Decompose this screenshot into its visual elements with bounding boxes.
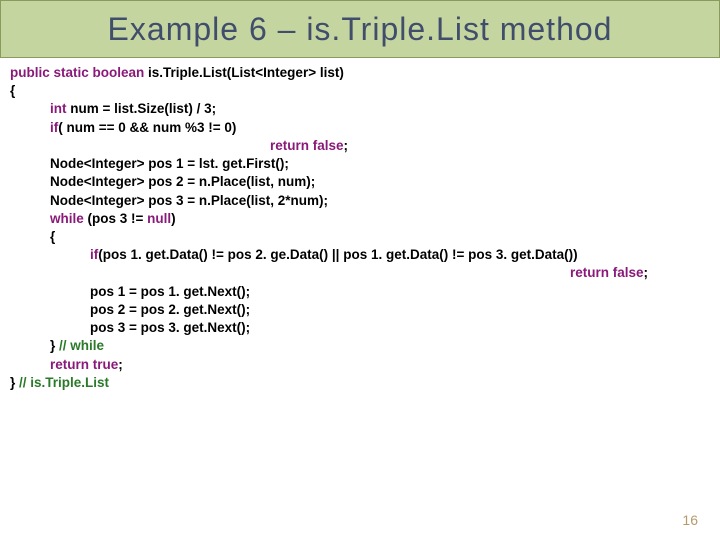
- code-line: pos 3 = pos 3. get.Next();: [90, 319, 710, 337]
- code-line: if(pos 1. get.Data() != pos 2. ge.Data()…: [90, 246, 710, 264]
- code-line: Node<Integer> pos 3 = n.Place(list, 2*nu…: [50, 192, 710, 210]
- code-text: (pos 3 !=: [84, 211, 147, 226]
- code-line: Node<Integer> pos 2 = n.Place(list, num)…: [50, 173, 710, 191]
- code-text: num = list.Size(list) / 3;: [67, 101, 217, 116]
- code-line: if( num == 0 && num %3 != 0): [50, 119, 710, 137]
- code-line: {: [10, 82, 710, 100]
- code-text: ;: [644, 265, 649, 280]
- code-line: public static boolean is.Triple.List(Lis…: [10, 64, 710, 82]
- code-text: }: [10, 375, 19, 390]
- code-line: } // while: [50, 337, 710, 355]
- keyword: while: [50, 211, 84, 226]
- code-text: ;: [344, 138, 349, 153]
- code-line: pos 1 = pos 1. get.Next();: [90, 283, 710, 301]
- keyword: if: [50, 120, 58, 135]
- code-block: public static boolean is.Triple.List(Lis…: [0, 58, 720, 392]
- code-line: return false;: [270, 137, 710, 155]
- slide-title: Example 6 – is.Triple.List method: [108, 11, 613, 48]
- code-text: ( num == 0 && num %3 != 0): [58, 120, 236, 135]
- title-bar: Example 6 – is.Triple.List method: [0, 0, 720, 58]
- code-text: (pos 1. get.Data() != pos 2. ge.Data() |…: [98, 247, 577, 262]
- keyword: if: [90, 247, 98, 262]
- keyword: return true: [50, 357, 118, 372]
- code-line: return true;: [50, 356, 710, 374]
- keyword: return false: [270, 138, 344, 153]
- keyword: int: [50, 101, 67, 116]
- keyword: return false: [570, 265, 644, 280]
- code-line: } // is.Triple.List: [10, 374, 710, 392]
- code-line: Node<Integer> pos 1 = lst. get.First();: [50, 155, 710, 173]
- code-text: ;: [118, 357, 123, 372]
- page-number: 16: [682, 512, 698, 528]
- code-line: while (pos 3 != null): [50, 210, 710, 228]
- code-text: is.Triple.List(List<Integer> list): [144, 65, 344, 80]
- code-text: }: [50, 338, 59, 353]
- code-line: return false;: [570, 264, 710, 282]
- code-line: pos 2 = pos 2. get.Next();: [90, 301, 710, 319]
- keyword: public static boolean: [10, 65, 144, 80]
- keyword: null: [147, 211, 171, 226]
- code-text: ): [171, 211, 176, 226]
- comment: // is.Triple.List: [19, 375, 109, 390]
- comment: // while: [59, 338, 104, 353]
- code-line: {: [50, 228, 710, 246]
- code-line: int num = list.Size(list) / 3;: [50, 100, 710, 118]
